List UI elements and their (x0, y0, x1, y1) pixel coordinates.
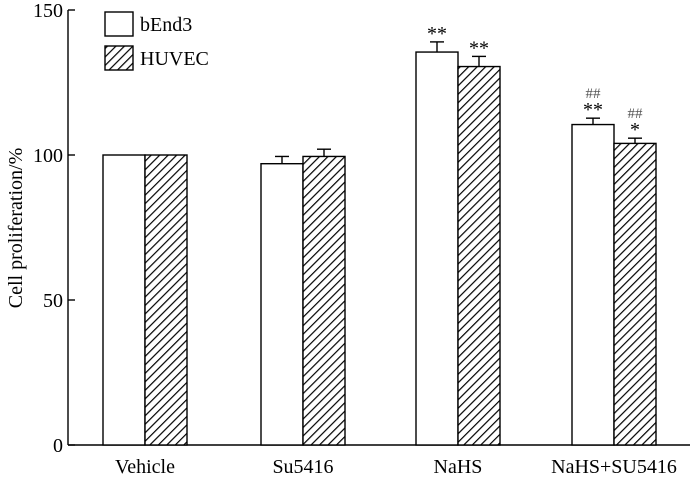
significance-hash-marker: ## (628, 106, 644, 122)
bar-bend3-su5416 (260, 162, 304, 446)
x-tick-label: Vehicle (115, 456, 175, 478)
significance-annotations: ****##***## (427, 23, 643, 141)
bar-bend3-vehicle (102, 154, 146, 446)
significance-marker: ** (583, 99, 603, 121)
y-tick-label: 50 (43, 290, 63, 312)
bars (102, 41, 657, 446)
x-tick-label: Su5416 (272, 456, 333, 478)
legend-label-huvec: HUVEC (140, 48, 209, 70)
y-tick-label: 150 (33, 0, 63, 22)
bar-huvec-su5416 (302, 155, 346, 446)
bar-huvec-nahs (457, 65, 501, 446)
significance-hash-marker: ## (586, 86, 602, 102)
significance-marker: ** (469, 37, 489, 59)
x-tick-label: NaHS (434, 456, 483, 478)
bar-bend3-nahs (415, 51, 459, 446)
bar-huvec-nahs-su5416 (613, 142, 657, 446)
x-tick-label: NaHS+SU5416 (551, 456, 677, 478)
significance-marker: * (630, 119, 640, 141)
legend-swatch-bend3 (104, 11, 134, 37)
legend-label-bend3: bEnd3 (140, 14, 192, 36)
bar-bend3-nahs-su5416 (571, 123, 615, 446)
y-axis: 0 50 100 150 (33, 0, 75, 457)
y-axis-label: Cell proliferation/% (5, 148, 27, 309)
legend-swatch-huvec (104, 45, 134, 71)
y-tick-label: 100 (33, 145, 63, 167)
bar-huvec-vehicle (144, 154, 188, 446)
legend: bEnd3 HUVEC (104, 11, 209, 71)
significance-marker: ** (427, 23, 447, 45)
y-tick-label: 0 (53, 435, 63, 457)
